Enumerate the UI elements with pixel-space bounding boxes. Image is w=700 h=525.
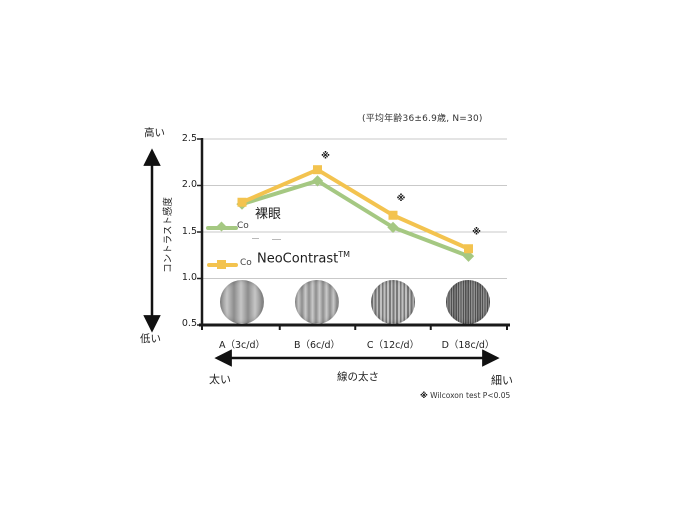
- significance-footnote-text: Wilcoxon test P<0.05: [430, 391, 511, 400]
- x-category-label: C（12c/d）: [366, 340, 420, 351]
- trademark-superscript: TM: [338, 250, 351, 259]
- y-tick-label: 1.0: [181, 272, 197, 283]
- legend-artifact: [272, 239, 281, 240]
- x-category-label: B（6c/d）: [293, 340, 341, 351]
- y-tick-label: 0.5: [181, 318, 197, 329]
- y-tick-label: 1.5: [181, 226, 197, 237]
- significance-footnote: ※ Wilcoxon test P<0.05: [420, 391, 510, 400]
- legend-neocontrast-marker-icon: [217, 260, 226, 269]
- y-axis-low-label: 低い: [140, 333, 161, 345]
- x-category-label: A（3c/d）: [219, 340, 265, 351]
- x-category-label: D（18c/d）: [441, 340, 495, 351]
- legend-neocontrast-label: NeoContrastTM: [257, 250, 351, 267]
- y-tick-label: 2.0: [181, 179, 197, 190]
- x-axis-title: 線の太さ: [337, 371, 379, 383]
- grating-circle-d: [446, 280, 490, 324]
- significance-marker-icon: ※: [420, 391, 428, 400]
- svg-text:※: ※: [472, 227, 481, 238]
- legend-naked-eye-truncated-text: Co: [237, 221, 249, 231]
- grating-circle-c: [371, 280, 415, 324]
- y-tick-label: 2.5: [181, 133, 197, 144]
- svg-text:※: ※: [321, 150, 330, 161]
- legend-artifact: [252, 238, 259, 239]
- svg-text:※: ※: [397, 193, 406, 204]
- x-axis-thin-label: 細い: [491, 374, 513, 387]
- y-axis-high-label: 高い: [144, 127, 165, 139]
- x-axis-thick-label: 太い: [209, 373, 231, 386]
- legend-neocontrast-truncated-text: Co: [240, 258, 252, 268]
- grating-circle-b: [295, 280, 339, 324]
- legend-naked-eye-label: 裸眼: [255, 207, 282, 222]
- grating-circle-a: [220, 280, 264, 324]
- sample-annotation: (平均年齢36±6.9歳, N=30): [362, 114, 483, 124]
